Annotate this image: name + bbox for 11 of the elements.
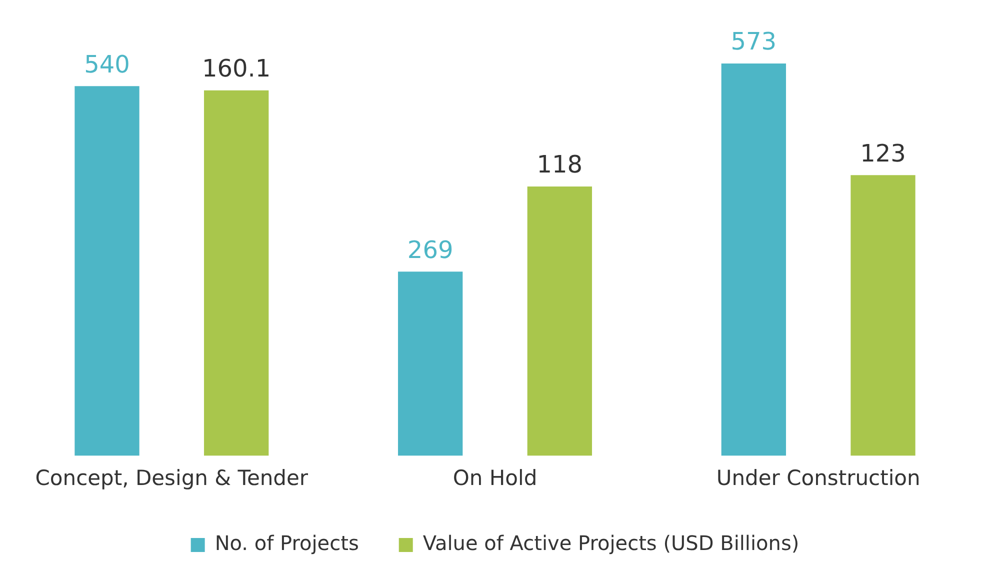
legend-label: Value of Active Projects (USD Billions) <box>422 531 800 556</box>
data-label: 573 <box>730 28 777 56</box>
x-tick-label: On Hold <box>452 466 538 490</box>
data-label: 123 <box>860 139 906 168</box>
data-label: 269 <box>407 236 454 264</box>
data-label: 118 <box>536 150 583 179</box>
legend-label: No. of Projects <box>214 531 359 556</box>
data-label: 540 <box>84 50 130 78</box>
x-tick-label: Concept, Design & Tender <box>35 466 308 490</box>
data-label: 160.1 <box>202 54 271 83</box>
x-tick-label: Under Construction <box>716 466 920 490</box>
